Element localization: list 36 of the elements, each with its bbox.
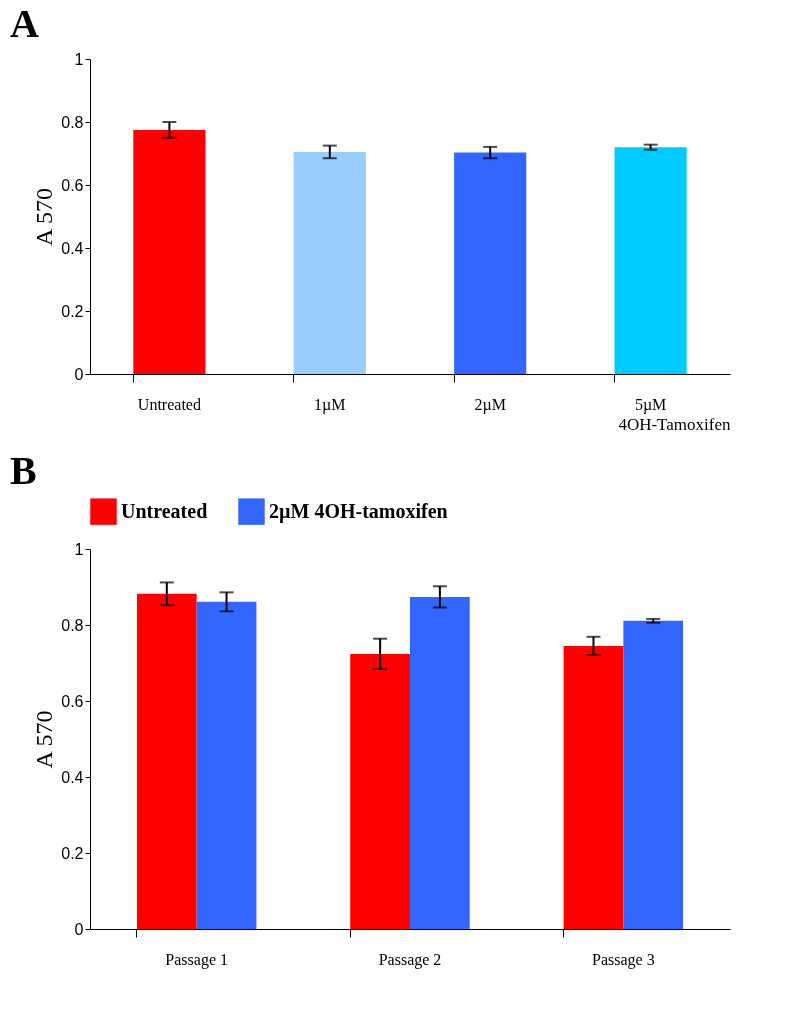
y-tick-label: 0.6: [61, 692, 84, 710]
legend-label: Untreated: [121, 499, 208, 522]
x-tick-label: Untreated: [137, 395, 201, 413]
x-tick-label: Passage 1: [165, 950, 228, 969]
y-tick-label: 1: [74, 540, 84, 558]
y-axis-title: A 570: [31, 710, 58, 769]
y-tick-label: 0.4: [61, 239, 84, 257]
x-tick-label: 5µM: [634, 395, 667, 414]
bar: [133, 129, 206, 374]
y-tick-label: 0.8: [61, 113, 84, 131]
y-tick-label: 0.4: [61, 768, 84, 786]
x-tick-label: 1µM: [314, 395, 346, 414]
bar: [410, 596, 470, 929]
y-tick-label: 1: [74, 50, 84, 68]
bar: [563, 645, 624, 929]
chart-title: B: [10, 448, 37, 493]
y-tick-label: 0: [74, 920, 84, 938]
y-tick-label: 0.6: [61, 176, 84, 194]
chart-title: A: [10, 1, 39, 46]
bar: [623, 620, 684, 929]
bar: [350, 653, 410, 929]
y-tick-label: 0.8: [61, 616, 84, 634]
bar: [196, 601, 257, 929]
y-axis-title: A 570: [31, 187, 58, 247]
x-tick-label: Passage 3: [592, 950, 655, 969]
bar: [136, 593, 197, 929]
y-tick-label: 0.2: [61, 302, 84, 320]
x-tick-label: Passage 2: [378, 950, 442, 969]
x-axis-title: 4OH-Tamoxifen: [618, 414, 731, 434]
bar: [614, 147, 687, 374]
legend-label: 2µM 4OH-tamoxifen: [269, 499, 448, 523]
y-tick-label: 0.2: [61, 844, 84, 862]
x-tick-label: 2µM: [474, 395, 506, 414]
y-tick-label: 0: [74, 365, 84, 383]
bar: [454, 152, 527, 374]
bar: [293, 151, 366, 374]
